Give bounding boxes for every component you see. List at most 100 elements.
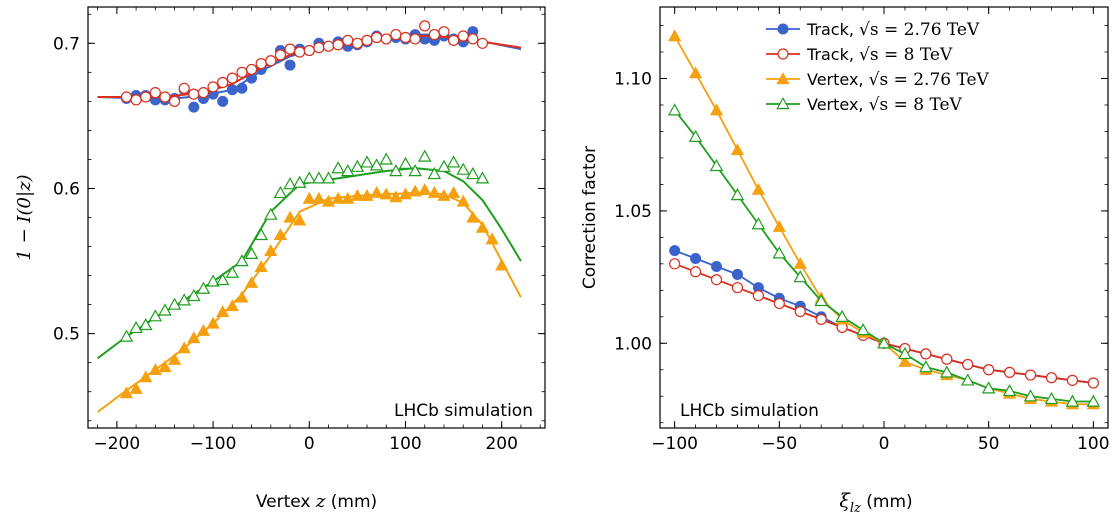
data-point-3: [225, 265, 240, 278]
data-point-0: [669, 245, 681, 257]
data-point-1: [983, 364, 995, 376]
data-point-3: [793, 270, 808, 283]
data-point-2: [341, 191, 355, 204]
data-point-3: [398, 156, 413, 169]
data-point-3: [427, 166, 442, 180]
data-point-2: [187, 331, 201, 344]
data-point-2: [196, 323, 211, 336]
data-point-3: [960, 373, 975, 386]
data-point-3: [369, 158, 384, 171]
x-axis-label-unit: (mm): [861, 492, 913, 512]
data-point-3: [981, 381, 996, 394]
legend-marker: [777, 48, 789, 60]
data-point-2: [668, 29, 682, 42]
data-point-3: [688, 129, 703, 142]
data-point-2: [158, 360, 172, 373]
data-point-1: [130, 94, 142, 106]
data-point-2: [418, 183, 432, 196]
legend-math: √s = 8 TeV: [869, 95, 963, 115]
data-point-3: [835, 309, 849, 322]
data-point-1: [168, 95, 181, 107]
data-point-1: [1024, 369, 1037, 381]
data-point-1: [1066, 374, 1079, 386]
data-point-1: [1004, 366, 1016, 378]
data-point-1: [159, 91, 171, 103]
data-point-1: [438, 26, 450, 38]
data-point-1: [457, 30, 469, 42]
data-point-1: [731, 282, 744, 294]
data-point-2: [312, 191, 326, 204]
left-panel: −200 −100 0 100 200 0.5 0.6 0.7 1 − I(0|z) Vertex…: [14, 6, 546, 512]
data-point-2: [370, 186, 384, 198]
legend-math: √s = 8 TeV: [859, 45, 953, 65]
data-point-1: [342, 34, 354, 46]
data-point-2: [360, 188, 374, 201]
data-point-1: [140, 91, 152, 103]
data-point-3: [119, 329, 134, 342]
data-point-1: [322, 40, 335, 52]
data-point-2: [709, 103, 724, 116]
data-point-2: [427, 186, 441, 198]
data-point-3: [264, 207, 278, 220]
legend-math: √s = 2.76 TeV: [859, 20, 980, 40]
data-point-1: [399, 31, 412, 44]
data-point-2: [398, 187, 413, 200]
data-point-3: [814, 293, 828, 307]
x-tick-label: 0: [304, 434, 315, 454]
data-point-2: [139, 370, 153, 383]
y-tick-label: 1.00: [614, 334, 652, 354]
x-tick-label: −200: [94, 434, 141, 454]
data-point-1: [419, 20, 431, 32]
legend-name: Track,: [806, 45, 859, 64]
data-point-2: [177, 341, 191, 354]
legend-math: √s = 2.76 TeV: [869, 70, 990, 90]
data-point-1: [284, 43, 296, 55]
data-point-2: [273, 228, 288, 241]
y-tick-label: 1.05: [614, 202, 652, 222]
x-tick-label: −100: [190, 434, 237, 454]
data-point-3: [321, 171, 336, 184]
data-point-3: [1023, 389, 1038, 402]
data-point-3: [389, 164, 403, 177]
data-point-3: [254, 227, 268, 241]
x-axis-label-unit: (mm): [325, 492, 377, 512]
data-point-2: [389, 190, 403, 203]
data-point-3: [244, 246, 259, 259]
data-point-1: [1087, 377, 1099, 389]
data-point-1: [710, 274, 723, 286]
right-panel: −100 −50 0 50 100 1.00 1.05 1.10 Correction fact…: [580, 6, 1110, 516]
data-point-2: [730, 143, 745, 156]
data-point-1: [149, 87, 161, 99]
data-point-1: [120, 91, 133, 103]
data-point-3: [312, 171, 326, 184]
data-point-2: [283, 210, 297, 223]
data-point-3: [292, 175, 307, 188]
data-point-2: [495, 258, 509, 271]
x-axis-label-prefix: Vertex: [256, 492, 316, 512]
y-axis-label: Correction factor: [580, 146, 600, 289]
data-point-3: [456, 162, 470, 175]
data-point-0: [226, 84, 238, 96]
data-point-3: [148, 309, 163, 322]
x-tick-label: 100: [389, 434, 421, 454]
data-point-2: [264, 244, 278, 256]
data-point-3: [273, 185, 288, 199]
data-point-3: [283, 177, 297, 190]
data-point-0: [731, 268, 743, 280]
data-point-1: [332, 39, 344, 51]
data-point-2: [254, 260, 268, 272]
y-tick-label: 0.6: [53, 179, 80, 199]
data-point-0: [188, 101, 200, 113]
data-point-1: [409, 33, 421, 45]
data-point-3: [1002, 383, 1017, 397]
data-point-2: [688, 66, 703, 79]
data-point-1: [689, 266, 702, 278]
data-point-3: [709, 158, 724, 172]
y-tick-label: 0.7: [53, 34, 80, 54]
data-point-1: [197, 87, 210, 99]
data-point-1: [448, 34, 460, 46]
data-point-0: [284, 59, 296, 71]
data-point-3: [177, 293, 191, 306]
legend-label: Track, √s = 2.76 TeV: [806, 20, 980, 40]
